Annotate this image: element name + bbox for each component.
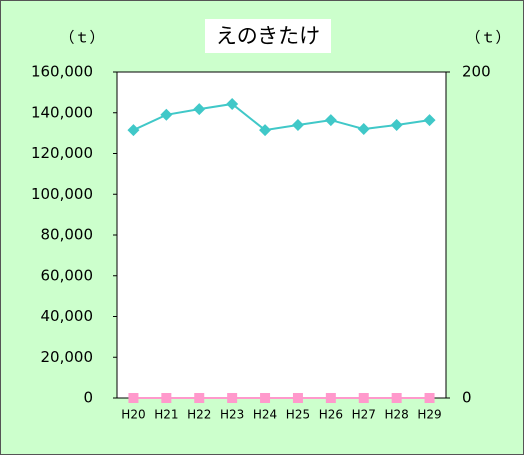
point-marker (325, 393, 336, 403)
chart-title: えのきたけ (216, 24, 320, 48)
point-marker (391, 393, 402, 403)
series-line (133, 102, 430, 132)
y-tick-label: 140,000 (31, 103, 93, 121)
point-marker (128, 393, 139, 403)
y-tick-label: 160,000 (31, 63, 93, 81)
point-marker (161, 393, 172, 403)
y-tick-label: 120,000 (31, 144, 93, 162)
point-marker (127, 124, 140, 137)
point-marker (292, 393, 303, 403)
y-tick-label: 0 (83, 389, 93, 407)
x-tick-label: H26 (319, 408, 343, 422)
y-tick-label: 40,000 (41, 307, 94, 325)
y-tick-label: 80,000 (41, 226, 94, 244)
y2-tick-label: 0 (462, 389, 472, 407)
point-marker (259, 124, 272, 137)
point-marker (226, 97, 239, 110)
point-marker (194, 393, 205, 403)
point-marker (260, 393, 271, 403)
y2-tick-label: 200 (462, 63, 491, 81)
point-marker (423, 114, 436, 127)
point-marker (193, 103, 206, 116)
point-marker (160, 108, 173, 121)
y-axis-label: （ｔ） (59, 29, 104, 47)
x-tick-label: H27 (352, 408, 376, 422)
x-tick-label: H28 (385, 408, 409, 422)
x-tick-label: H23 (220, 408, 244, 422)
point-marker (227, 393, 238, 403)
x-tick-label: H29 (417, 408, 441, 422)
point-marker (324, 114, 337, 127)
point-marker (291, 118, 304, 131)
x-tick-label: H24 (253, 408, 277, 422)
point-marker (358, 393, 369, 403)
x-tick-label: H25 (286, 408, 310, 422)
y-tick-label: 20,000 (41, 348, 94, 366)
y-tick-label: 100,000 (31, 185, 93, 203)
point-marker (390, 118, 403, 131)
x-tick-label: H21 (154, 408, 178, 422)
x-tick-label: H22 (187, 408, 211, 422)
y-tick-label: 60,000 (41, 266, 94, 284)
point-marker (424, 393, 435, 403)
y2-axis-label: （ｔ） (465, 29, 510, 47)
x-tick-label: H20 (121, 408, 145, 422)
point-marker (357, 123, 370, 136)
title-box (205, 19, 331, 53)
